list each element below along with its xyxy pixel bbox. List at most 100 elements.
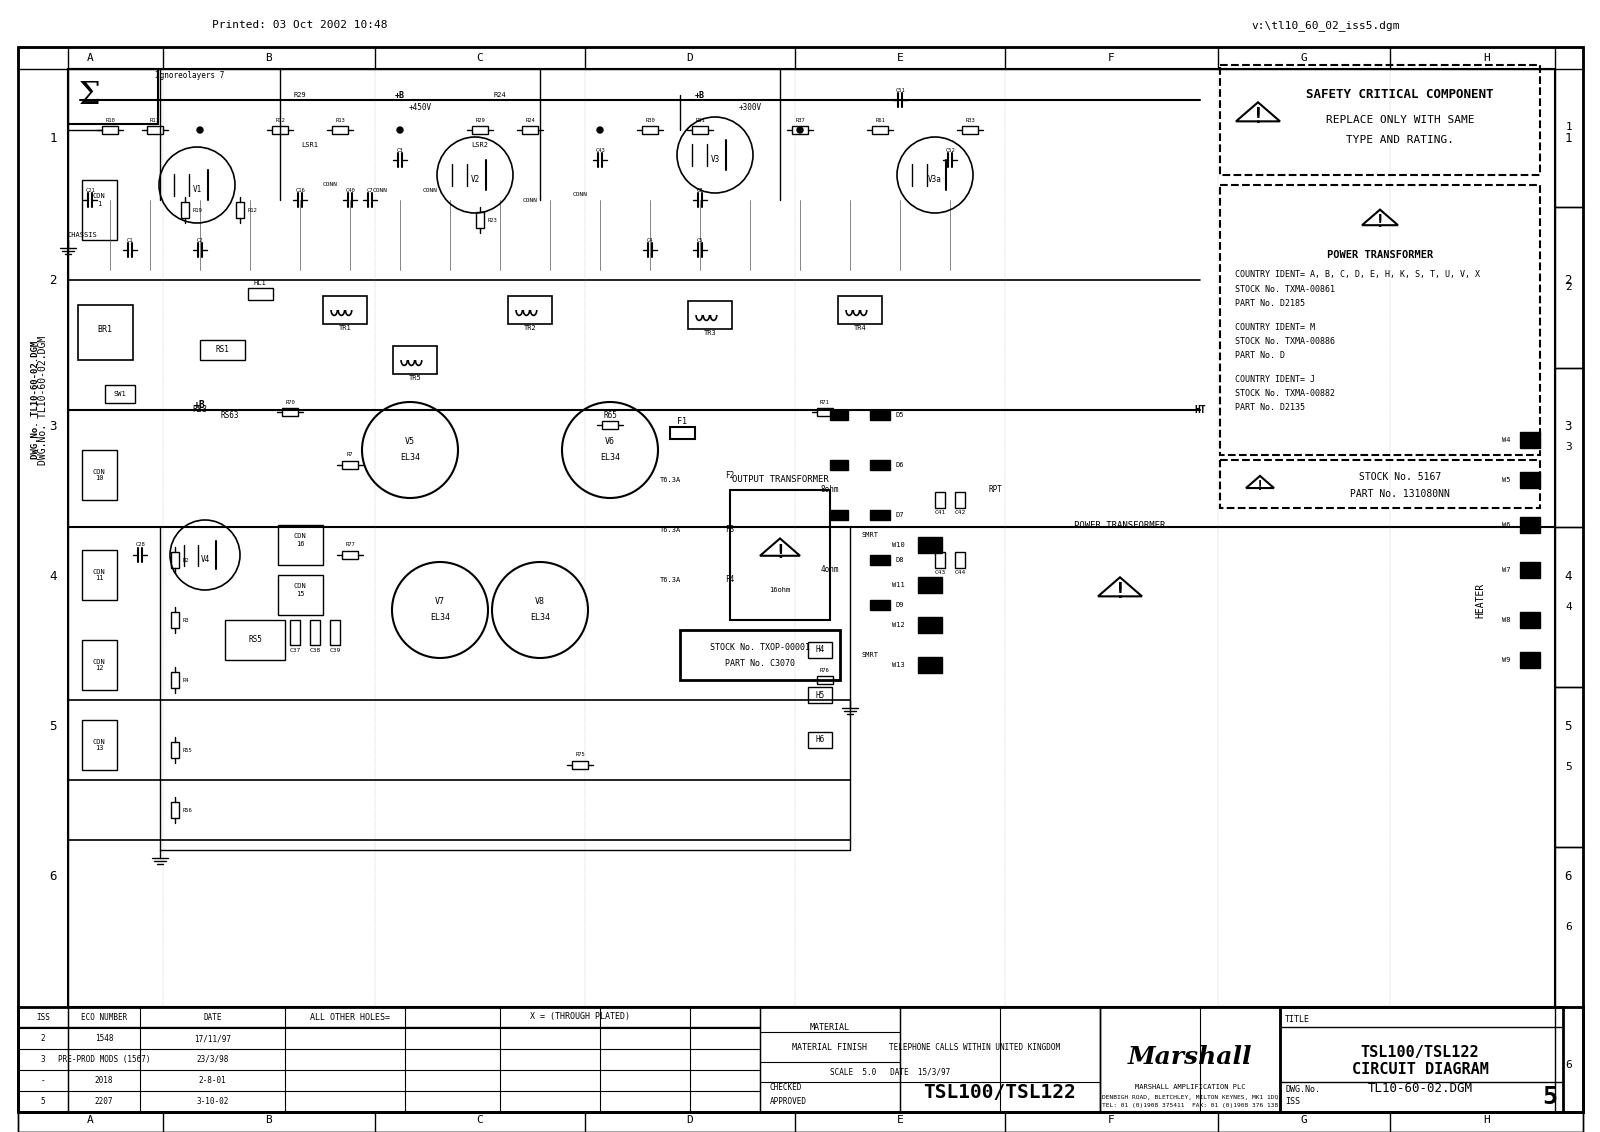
Bar <box>1221 65 1539 175</box>
Bar <box>808 732 832 748</box>
Text: TYPE AND RATING.: TYPE AND RATING. <box>1346 135 1454 145</box>
Circle shape <box>797 127 803 132</box>
Text: MATERIAL FINISH: MATERIAL FINISH <box>792 1043 867 1052</box>
Text: 6: 6 <box>50 871 56 883</box>
Bar <box>67 69 1555 1007</box>
Text: +B: +B <box>194 400 206 410</box>
Text: STOCK No. 5167: STOCK No. 5167 <box>1358 472 1442 482</box>
Text: SAFETY CRITICAL COMPONENT: SAFETY CRITICAL COMPONENT <box>1306 88 1494 102</box>
Text: !: ! <box>1256 479 1264 494</box>
Bar <box>282 408 298 415</box>
Text: D: D <box>686 1115 693 1125</box>
Text: MATERIAL: MATERIAL <box>810 1022 850 1031</box>
Text: DENBIGH ROAD, BLETCHLEY, MILTON KEYNES, MK1 1DQ: DENBIGH ROAD, BLETCHLEY, MILTON KEYNES, … <box>1102 1095 1278 1099</box>
Text: 2: 2 <box>40 1034 45 1043</box>
Text: +B: +B <box>395 91 405 100</box>
Text: DWG.No. TL10-60-02.DGM: DWG.No. TL10-60-02.DGM <box>30 341 40 460</box>
Bar <box>67 69 158 125</box>
Text: 1: 1 <box>1565 131 1571 145</box>
Bar <box>102 126 118 134</box>
Text: R3: R3 <box>182 617 189 623</box>
Text: R65: R65 <box>603 411 618 420</box>
Bar <box>18 1112 1582 1132</box>
Bar <box>171 672 179 688</box>
Text: R77: R77 <box>346 542 355 548</box>
Text: H4: H4 <box>816 645 824 654</box>
Bar <box>106 385 134 403</box>
Text: MARSHALL AMPLIFICATION PLC: MARSHALL AMPLIFICATION PLC <box>1134 1084 1245 1090</box>
Text: D6: D6 <box>894 462 904 468</box>
Text: REPLACE ONLY WITH SAME: REPLACE ONLY WITH SAME <box>1326 115 1474 125</box>
Bar <box>602 421 618 429</box>
Circle shape <box>397 127 403 132</box>
Text: SMRT: SMRT <box>861 532 878 538</box>
Bar <box>330 620 339 645</box>
Text: V8: V8 <box>534 598 546 607</box>
Text: DWG.No. TL10-60-02.DGM: DWG.No. TL10-60-02.DGM <box>38 335 48 464</box>
Bar <box>934 552 946 568</box>
Bar <box>1520 517 1539 533</box>
Text: R33: R33 <box>965 118 974 122</box>
Text: 1548: 1548 <box>94 1034 114 1043</box>
Text: RS5: RS5 <box>248 635 262 644</box>
Text: 8ohm: 8ohm <box>821 486 840 495</box>
Text: F2: F2 <box>725 471 734 480</box>
Bar <box>792 126 808 134</box>
Text: 3: 3 <box>40 1055 45 1064</box>
Text: 2207: 2207 <box>94 1097 114 1106</box>
Text: CIRCUIT DIAGRAM: CIRCUIT DIAGRAM <box>1352 1062 1488 1077</box>
Text: C21: C21 <box>85 188 94 192</box>
Text: V1: V1 <box>192 186 202 195</box>
Text: BR1: BR1 <box>98 326 112 334</box>
Bar <box>472 126 488 134</box>
Text: POWER TRANSFORMER: POWER TRANSFORMER <box>1074 521 1166 530</box>
Text: 3-10-02: 3-10-02 <box>197 1097 229 1106</box>
Text: 5: 5 <box>1566 762 1573 772</box>
Text: F4: F4 <box>725 575 734 584</box>
Bar <box>808 642 832 658</box>
Text: D7: D7 <box>894 512 904 518</box>
Text: ALL OTHER HOLES=: ALL OTHER HOLES= <box>310 1012 390 1021</box>
Bar <box>18 1007 1582 1112</box>
Text: F: F <box>1109 53 1115 63</box>
Bar <box>918 577 942 593</box>
Text: EL34: EL34 <box>430 614 450 623</box>
Text: OUTPUT TRANSFORMER: OUTPUT TRANSFORMER <box>731 475 829 484</box>
Bar <box>680 631 840 680</box>
Text: +B: +B <box>694 91 706 100</box>
Text: T6.3A: T6.3A <box>659 528 680 533</box>
Text: Ignoreolayers 7: Ignoreolayers 7 <box>155 70 224 79</box>
Bar <box>290 620 301 645</box>
Bar <box>477 212 483 228</box>
Text: TR5: TR5 <box>408 375 421 381</box>
Text: PART No. D2185: PART No. D2185 <box>1235 299 1306 308</box>
Text: W11: W11 <box>893 582 906 588</box>
Text: ISS: ISS <box>37 1013 50 1022</box>
Text: V5: V5 <box>405 437 414 446</box>
Bar <box>272 126 288 134</box>
Text: 16ohm: 16ohm <box>770 588 790 593</box>
Bar <box>918 617 942 633</box>
Bar <box>237 201 243 218</box>
Bar <box>1520 612 1539 628</box>
Bar <box>1221 185 1539 455</box>
Text: EL34: EL34 <box>600 454 621 463</box>
Text: W4: W4 <box>1501 437 1510 443</box>
Text: W9: W9 <box>1501 657 1510 663</box>
Text: C4: C4 <box>646 238 653 242</box>
Text: W5: W5 <box>1501 477 1510 483</box>
Text: HEATER: HEATER <box>1475 582 1485 618</box>
Text: PART No. 131080NN: PART No. 131080NN <box>1350 489 1450 499</box>
Bar <box>278 575 323 615</box>
Text: TEL: 01 (0)1908 375411  FAX: 01 (0)1908 376 138: TEL: 01 (0)1908 375411 FAX: 01 (0)1908 3… <box>1102 1103 1278 1107</box>
Bar <box>147 126 163 134</box>
Text: C44: C44 <box>954 569 966 575</box>
Text: PRE-PROD MODS (1567): PRE-PROD MODS (1567) <box>58 1055 150 1064</box>
Bar <box>1555 48 1582 1112</box>
Text: D9: D9 <box>894 602 904 608</box>
Text: W8: W8 <box>1501 617 1510 623</box>
Bar <box>838 295 882 325</box>
Text: SW1: SW1 <box>114 391 126 397</box>
Text: CONN: CONN <box>422 188 437 192</box>
Text: CONN: CONN <box>323 182 338 188</box>
